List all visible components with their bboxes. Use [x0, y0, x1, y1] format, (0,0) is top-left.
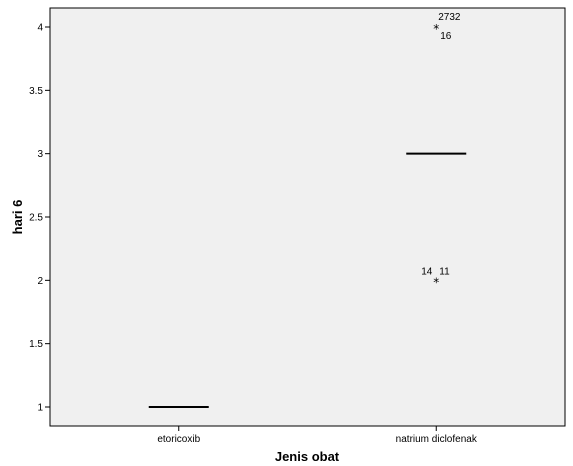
y-tick-label: 1 [37, 403, 43, 414]
y-tick-label: 4 [37, 23, 43, 34]
y-tick-label: 3.5 [29, 86, 43, 97]
x-axis: etoricoxib natrium diclofenak [157, 426, 478, 445]
y-tick-label: 1.5 [29, 339, 43, 350]
outlier-label: 16 [440, 31, 452, 42]
y-tick-label: 2.5 [29, 213, 43, 224]
x-axis-title: Jenis obat [275, 449, 340, 464]
outlier-label: 2732 [438, 12, 461, 23]
x-tick-label: natrium diclofenak [396, 434, 478, 445]
plot-area [49, 7, 566, 427]
y-tick-label: 2 [37, 276, 43, 287]
y-axis: 1 1.5 2 2.5 3 3.5 4 [29, 23, 50, 414]
y-tick-label: 3 [37, 149, 43, 160]
y-axis-title: hari 6 [10, 200, 25, 235]
outlier-label: 14 [421, 266, 433, 277]
x-tick-label: etoricoxib [157, 434, 200, 445]
outlier-star: * [433, 22, 439, 36]
outlier-star: * [433, 275, 439, 289]
outlier-label: 11 [439, 266, 450, 277]
